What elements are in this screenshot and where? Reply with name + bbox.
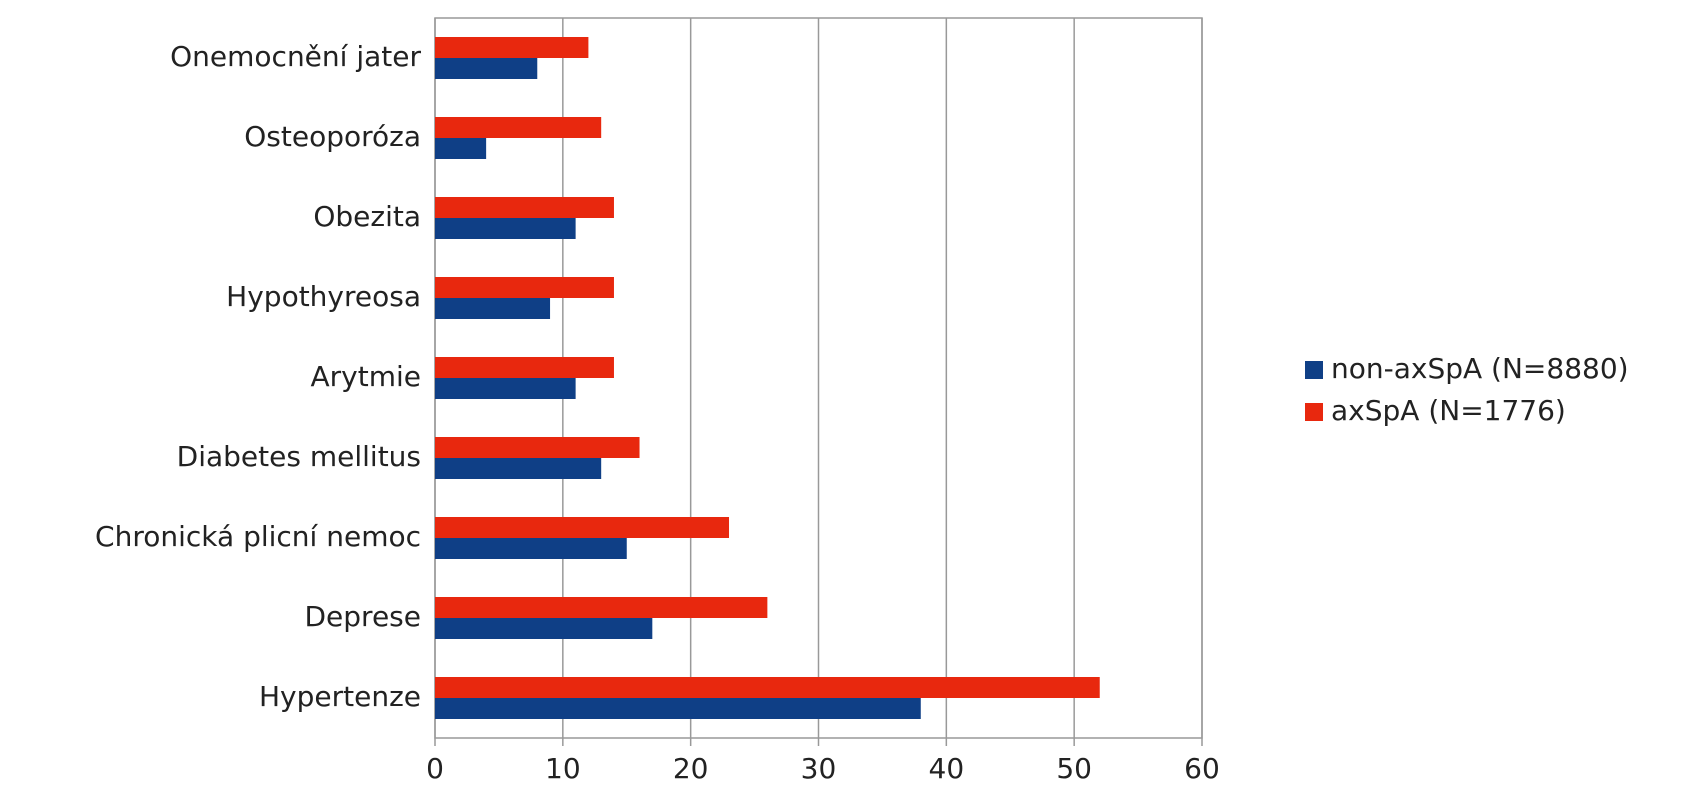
bar	[435, 298, 551, 319]
x-tick-label: 0	[426, 752, 444, 785]
bar	[435, 138, 487, 159]
bar	[435, 117, 602, 138]
y-tick-label: Chronická plicní nemoc	[95, 520, 421, 553]
y-tick-label: Hypothyreosa	[226, 280, 421, 313]
bar	[435, 218, 576, 239]
legend-swatch	[1305, 361, 1323, 379]
bar	[435, 618, 653, 639]
bar	[435, 37, 589, 58]
x-tick-label: 10	[545, 752, 581, 785]
x-tick-label: 50	[1056, 752, 1092, 785]
bar	[435, 698, 921, 719]
bar	[435, 517, 730, 538]
x-tick-label: 40	[929, 752, 965, 785]
y-tick-label: Deprese	[305, 600, 422, 633]
bar	[435, 58, 538, 79]
bar	[435, 597, 768, 618]
y-tick-label: Obezita	[313, 200, 421, 233]
bar	[435, 277, 614, 298]
x-tick-label: 60	[1184, 752, 1220, 785]
bar	[435, 538, 627, 559]
y-tick-label: Osteoporóza	[244, 120, 421, 153]
legend-swatch	[1305, 403, 1323, 421]
legend-label: non-axSpA (N=8880)	[1331, 352, 1629, 385]
y-tick-label: Arytmie	[311, 360, 422, 393]
y-tick-label: Hypertenze	[259, 680, 421, 713]
x-tick-label: 20	[673, 752, 709, 785]
bar	[435, 197, 614, 218]
x-tick-label: 30	[801, 752, 837, 785]
bar	[435, 677, 1100, 698]
y-tick-label: Diabetes mellitus	[177, 440, 421, 473]
bar	[435, 378, 576, 399]
legend-label: axSpA (N=1776)	[1331, 394, 1566, 427]
bar	[435, 458, 602, 479]
bar	[435, 357, 614, 378]
bar	[435, 437, 640, 458]
y-tick-label: Onemocnění jater	[170, 40, 421, 73]
